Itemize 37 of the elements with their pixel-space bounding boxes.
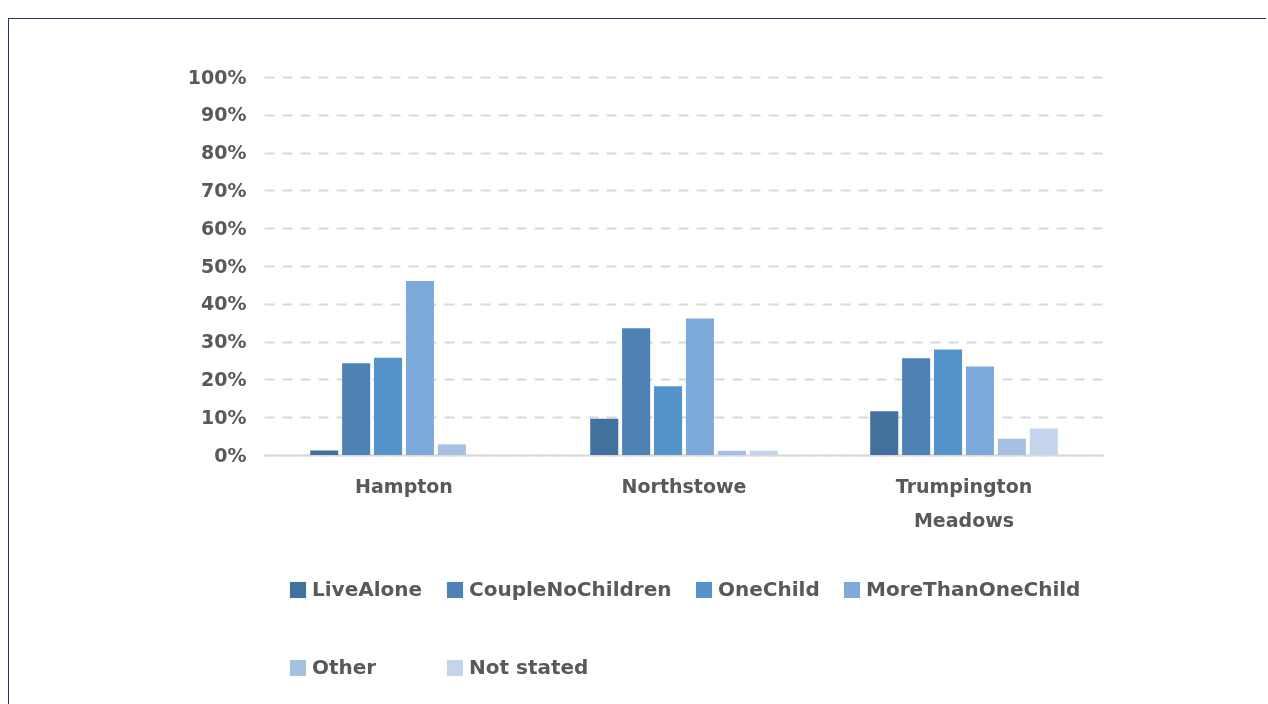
y-tick-label: 10%	[201, 405, 247, 428]
bar	[437, 444, 466, 455]
x-tick-label: Northstowe	[621, 474, 747, 497]
y-tick-label: 40%	[201, 292, 247, 315]
bar	[965, 366, 994, 455]
bar	[997, 438, 1026, 455]
y-tick-label: 100%	[187, 65, 247, 88]
bar	[590, 418, 619, 455]
bar	[342, 363, 371, 455]
legend-label: Other	[312, 655, 377, 679]
y-tick-label: 50%	[201, 254, 247, 277]
x-tick-label: Trumpington Meadows	[895, 474, 1033, 531]
bar	[870, 411, 899, 455]
bar	[405, 281, 434, 455]
bar	[654, 386, 683, 455]
bar	[1029, 428, 1058, 455]
y-tick-label: 60%	[201, 216, 247, 239]
y-tick-label: 0%	[214, 443, 247, 466]
y-tick-label: 20%	[201, 367, 247, 390]
legend-label: MoreThanOneChild	[866, 577, 1081, 601]
bar	[310, 450, 339, 455]
x-tick-label: Hampton	[355, 474, 453, 497]
y-tick-label: 30%	[201, 330, 247, 353]
bar	[374, 357, 403, 455]
legend-label: CoupleNoChildren	[469, 577, 672, 601]
bar	[749, 450, 778, 455]
bar	[622, 328, 651, 455]
legend-label: Not stated	[469, 655, 589, 679]
legend-label: OneChild	[718, 577, 820, 601]
bar	[717, 450, 746, 455]
legend-label: LiveAlone	[312, 577, 423, 601]
bar	[685, 318, 714, 455]
bar	[934, 349, 963, 455]
y-tick-label: 70%	[201, 178, 247, 201]
bar	[902, 358, 931, 455]
y-tick-label: 80%	[201, 141, 247, 164]
y-tick-label: 90%	[201, 103, 247, 126]
